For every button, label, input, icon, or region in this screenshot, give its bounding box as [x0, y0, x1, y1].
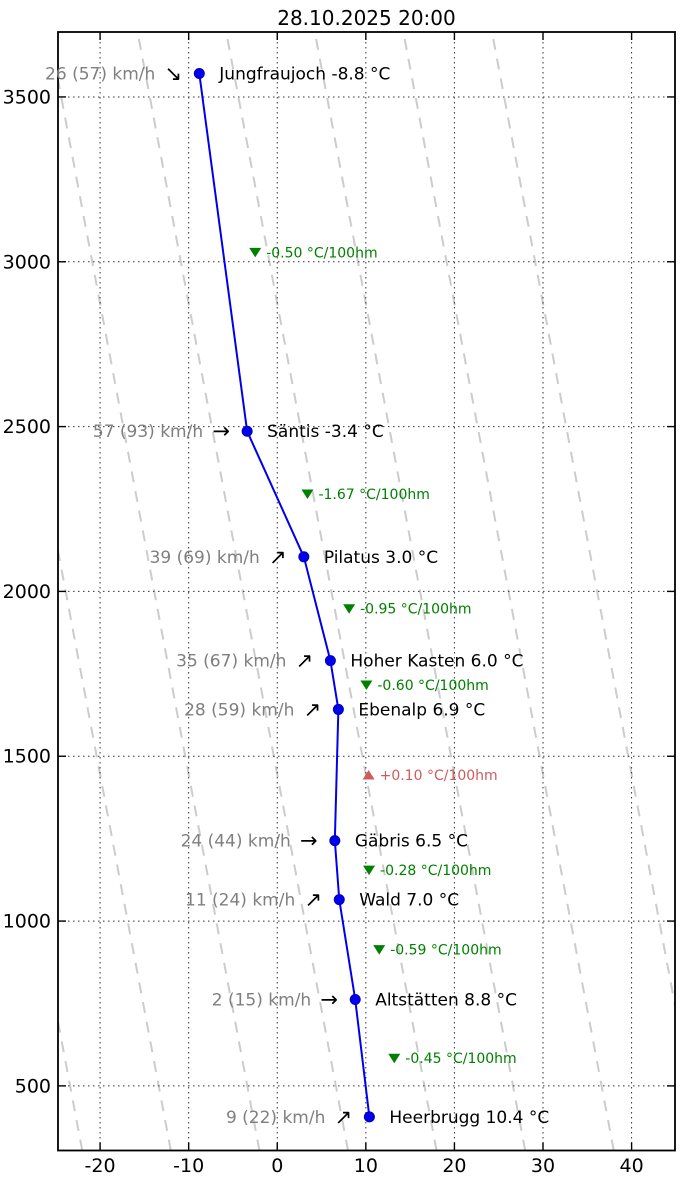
chart-title: 28.10.2025 20:00	[277, 6, 456, 30]
wind-direction-arrow-icon: →	[212, 419, 230, 443]
x-tick-label: 10	[354, 1155, 378, 1177]
wind-direction-arrow-icon: ↗	[304, 888, 322, 912]
cooling-triangle-icon	[388, 1053, 401, 1064]
y-tick-label: 2500	[3, 416, 51, 438]
warming-triangle-icon	[362, 770, 375, 780]
wind-direction-arrow-icon: →	[320, 988, 338, 1012]
lapse-rate-label: -0.59 °C/100hm	[390, 943, 501, 959]
lapse-rate-label: -0.60 °C/100hm	[377, 678, 488, 694]
lapse-rate-label: +0.10 °C/100hm	[380, 768, 498, 784]
cooling-triangle-icon	[343, 604, 356, 614]
lapse-rate-label: -0.45 °C/100hm	[405, 1051, 516, 1067]
wind-direction-arrow-icon: ↘	[164, 62, 182, 86]
y-tick-label: 2000	[3, 581, 51, 603]
cooling-triangle-icon	[360, 680, 373, 691]
wind-speed-label: 24 (44) km/h	[181, 832, 291, 852]
cooling-triangle-icon	[301, 489, 314, 500]
station-label: Ebenalp 6.9 °C	[358, 700, 485, 720]
station-label: Säntis -3.4 °C	[267, 422, 384, 442]
x-tick-label: 0	[271, 1155, 283, 1177]
wind-direction-arrow-icon: ↗	[269, 545, 287, 569]
station-point	[298, 551, 310, 563]
wind-direction-arrow-icon: ↗	[296, 649, 314, 673]
cooling-triangle-icon	[363, 865, 376, 876]
wind-speed-label: 2 (15) km/h	[212, 991, 311, 1011]
x-tick-label: -10	[173, 1155, 204, 1177]
station-label: Jungfraujoch -8.8 °C	[218, 65, 390, 85]
y-tick-label: 3000	[3, 251, 51, 273]
lapse-rate-label: -1.67 °C/100hm	[318, 487, 429, 503]
adiabat-reference-line	[490, 32, 675, 1011]
y-tick-label: 500	[15, 1075, 51, 1097]
wind-speed-label: 35 (67) km/h	[176, 652, 286, 672]
station-label: Pilatus 3.0 °C	[324, 548, 438, 568]
wind-speed-label: 26 (57) km/h	[45, 65, 155, 85]
lapse-rate-label: -0.28 °C/100hm	[380, 863, 491, 879]
station-point	[329, 835, 341, 847]
y-tick-label: 1500	[3, 746, 51, 768]
wind-direction-arrow-icon: ↗	[304, 697, 322, 721]
station-point	[193, 68, 205, 80]
station-point	[241, 425, 253, 437]
station-label: Gäbris 6.5 °C	[355, 832, 468, 852]
wind-speed-label: 28 (59) km/h	[184, 700, 294, 720]
wind-speed-label: 9 (22) km/h	[226, 1108, 325, 1128]
x-tick-label: 20	[442, 1155, 466, 1177]
adiabat-reference-line	[313, 32, 527, 1151]
station-point	[333, 894, 345, 906]
x-tick-label: 40	[619, 1155, 643, 1177]
lapse-rate-label: -0.50 °C/100hm	[266, 245, 377, 261]
station-point	[363, 1111, 375, 1123]
lapse-rate-label: -0.95 °C/100hm	[360, 602, 471, 618]
y-tick-label: 1000	[3, 911, 51, 933]
wind-direction-arrow-icon: ↗	[335, 1105, 353, 1129]
wind-speed-label: 11 (24) km/h	[185, 891, 295, 911]
temperature-profile-line	[198, 73, 371, 1117]
station-label: Wald 7.0 °C	[359, 891, 459, 911]
adiabat-reference-line	[136, 32, 349, 1151]
wind-speed-label: 39 (69) km/h	[150, 548, 260, 568]
station-point	[349, 994, 361, 1006]
station-label: Heerbrugg 10.4 °C	[389, 1108, 549, 1128]
cooling-triangle-icon	[373, 945, 386, 955]
y-tick-label: 3500	[3, 86, 51, 108]
x-tick-label: -20	[85, 1155, 116, 1177]
station-point	[332, 703, 344, 715]
cooling-triangle-icon	[249, 247, 262, 258]
adiabat-reference-line	[225, 32, 438, 1151]
station-label: Hoher Kasten 6.0 °C	[350, 652, 523, 672]
wind-speed-label: 57 (93) km/h	[93, 422, 203, 442]
x-tick-label: 30	[531, 1155, 555, 1177]
station-point	[324, 655, 336, 667]
station-label: Altstätten 8.8 °C	[375, 991, 517, 1011]
wind-direction-arrow-icon: →	[300, 829, 318, 853]
